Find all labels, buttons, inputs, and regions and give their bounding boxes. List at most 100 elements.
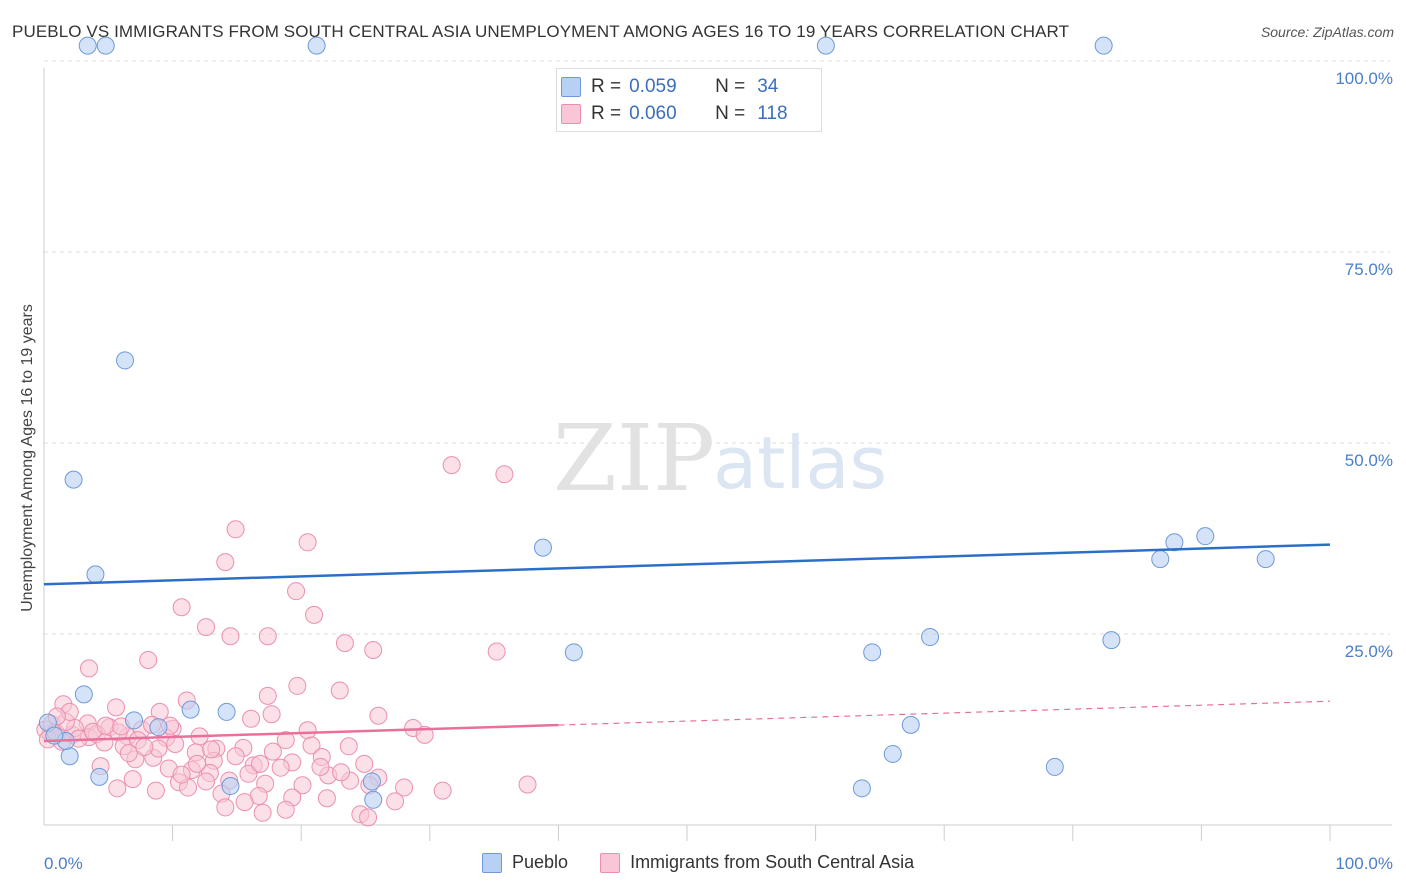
immigrants-point (495, 465, 514, 484)
immigrants-point (305, 605, 324, 624)
pueblo-point (60, 747, 79, 766)
legend-row-pueblo: R = 0.059 N = 34 (561, 75, 778, 99)
pueblo-point (181, 700, 200, 719)
immigrants-legend-label: Immigrants from South Central Asia (630, 852, 915, 872)
pueblo-point (816, 36, 835, 55)
pueblo-point (125, 711, 144, 730)
watermark-zip: ZIP (553, 405, 715, 512)
immigrants-point (216, 798, 235, 817)
pueblo-point (1045, 757, 1064, 776)
immigrants-point (216, 553, 235, 572)
pueblo-point (64, 470, 83, 489)
legend-item-pueblo: Pueblo (482, 852, 568, 873)
pueblo-swatch (561, 77, 581, 97)
watermark: ZIP atlas (553, 405, 887, 512)
immigrants-point (251, 754, 270, 773)
immigrants-point (339, 737, 358, 756)
immigrants-point (108, 779, 127, 798)
pueblo-point (1256, 550, 1275, 569)
immigrants-trend-line (43, 723, 559, 743)
pueblo-point (1196, 527, 1215, 546)
legend-n-value-immigrants: 118 (757, 103, 788, 124)
pueblo-point (1151, 550, 1170, 569)
immigrants-point (369, 706, 388, 725)
legend-item-immigrants: Immigrants from South Central Asia (600, 852, 914, 873)
pueblo-point (921, 628, 940, 647)
immigrants-point (263, 742, 282, 761)
immigrants-point (221, 627, 240, 646)
immigrants-point (135, 738, 154, 757)
pueblo-point (78, 36, 97, 55)
immigrants-point (123, 770, 142, 789)
pueblo-point (564, 643, 583, 662)
immigrants-point (487, 642, 506, 661)
pueblo-point (533, 538, 552, 557)
trend-lines (43, 543, 1331, 743)
x-tick-label: 100.0% (1335, 854, 1393, 873)
immigrants-point (276, 800, 295, 819)
immigrants-point (395, 778, 414, 797)
immigrants-point (172, 765, 191, 784)
immigrants-point (107, 698, 126, 717)
immigrants-point (276, 731, 295, 750)
immigrants-point (139, 650, 158, 669)
immigrants-point (386, 792, 405, 811)
immigrants-point (226, 520, 245, 539)
immigrants-point (355, 754, 374, 773)
correlation-legend: R = 0.059 N = 34 R = 0.060 N = 118 (556, 68, 822, 132)
immigrants-point (332, 763, 351, 782)
immigrants-point (302, 736, 321, 755)
series-legend: Pueblo Immigrants from South Central Asi… (482, 852, 946, 873)
immigrants-legend-swatch (600, 852, 621, 873)
immigrants-point (287, 582, 306, 601)
pueblo-point (307, 36, 326, 55)
immigrants-point (197, 772, 216, 791)
immigrants-point (258, 627, 277, 646)
pueblo-point (149, 718, 168, 737)
immigrants-point (298, 721, 317, 740)
immigrants-point (288, 676, 307, 695)
immigrants-point (188, 754, 207, 773)
pueblo-point (217, 702, 236, 721)
immigrants-point (293, 776, 312, 795)
immigrants-point (253, 803, 272, 822)
pueblo-point (221, 777, 240, 796)
immigrants-point (96, 716, 115, 735)
immigrants-point (335, 634, 354, 653)
immigrants-point (298, 533, 317, 552)
y-tick-label: 50.0% (1345, 451, 1393, 470)
immigrants-point (226, 747, 245, 766)
chart-title: PUEBLO VS IMMIGRANTS FROM SOUTH CENTRAL … (12, 22, 1070, 41)
immigrants-point (262, 705, 281, 724)
immigrants-trend-extension (558, 700, 1331, 726)
pueblo-point (1102, 631, 1121, 650)
immigrants-point (317, 789, 336, 808)
immigrants-point (311, 757, 330, 776)
watermark-atlas: atlas (713, 421, 887, 505)
legend-r-value-immigrants: 0.060 (629, 103, 677, 124)
pueblo-point (362, 772, 381, 791)
pueblo-point (883, 744, 902, 763)
y-tick-label: 75.0% (1345, 260, 1393, 279)
pueblo-point (863, 643, 882, 662)
y-tick-label: 100.0% (1335, 69, 1393, 88)
y-tick-label: 25.0% (1345, 642, 1393, 661)
pueblo-point (901, 715, 920, 734)
pueblo-point (96, 36, 115, 55)
immigrants-point (258, 686, 277, 705)
immigrants-point (242, 709, 261, 728)
immigrants-point (364, 641, 383, 660)
immigrants-point (166, 735, 185, 754)
immigrants-swatch (561, 104, 581, 124)
pueblo-point (74, 685, 93, 704)
pueblo-legend-label: Pueblo (512, 852, 569, 872)
immigrants-point (433, 781, 452, 800)
legend-r-value-pueblo: 0.059 (629, 76, 677, 97)
immigrants-point (518, 775, 537, 794)
immigrants-point (172, 598, 191, 617)
axes (43, 68, 1392, 841)
immigrants-point (442, 456, 461, 475)
immigrants-point (415, 725, 434, 744)
immigrants-point (119, 744, 138, 763)
